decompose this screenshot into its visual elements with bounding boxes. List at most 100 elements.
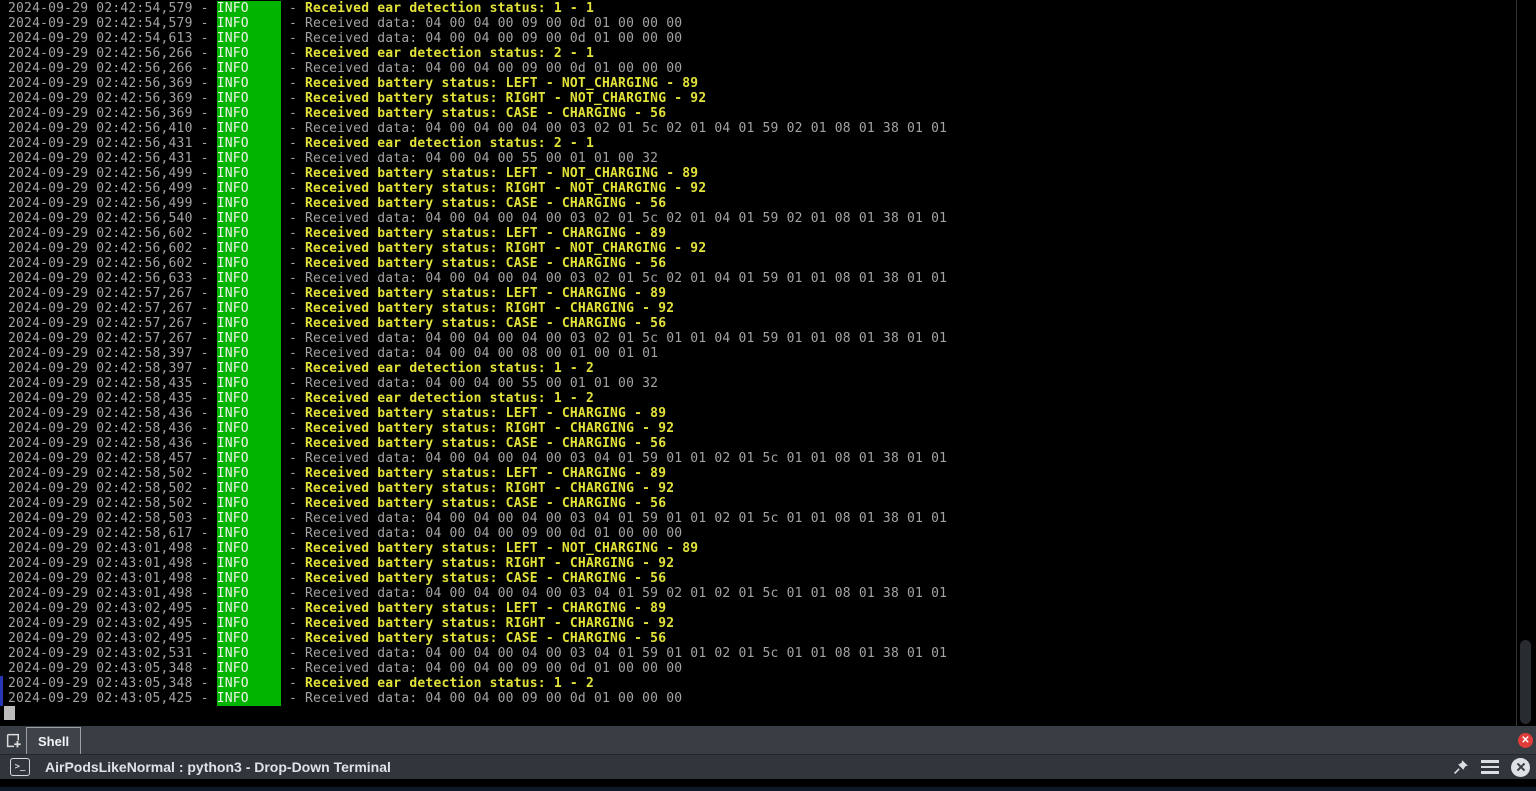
log-line: 2024-09-29 02:42:56,602 - INFO - Receive… bbox=[8, 241, 947, 256]
log-level-badge: INFO bbox=[216, 421, 281, 436]
log-line: 2024-09-29 02:43:02,495 - INFO - Receive… bbox=[8, 601, 947, 616]
log-message: Received ear detection status: 1 - 1 bbox=[305, 1, 594, 16]
log-message: Received battery status: CASE - CHARGING… bbox=[305, 571, 667, 586]
log-level-badge: INFO bbox=[216, 136, 281, 151]
log-level-badge: INFO bbox=[216, 181, 281, 196]
tab-shell[interactable]: Shell bbox=[26, 727, 82, 754]
log-level-badge: INFO bbox=[216, 376, 281, 391]
new-tab-button[interactable] bbox=[0, 726, 26, 754]
log-message: Received battery status: CASE - CHARGING… bbox=[305, 106, 667, 121]
log-timestamp: 2024-09-29 02:43:01,498 - bbox=[8, 556, 217, 571]
log-line: 2024-09-29 02:43:02,495 - INFO - Receive… bbox=[8, 616, 947, 631]
log-timestamp: 2024-09-29 02:43:01,498 - bbox=[8, 571, 217, 586]
log-separator: - bbox=[280, 571, 306, 586]
pin-icon bbox=[1454, 760, 1468, 774]
log-separator: - bbox=[280, 556, 306, 571]
close-icon[interactable] bbox=[1511, 757, 1530, 777]
log-line: 2024-09-29 02:43:02,495 - INFO - Receive… bbox=[8, 631, 947, 646]
log-timestamp: 2024-09-29 02:43:01,498 - bbox=[8, 586, 217, 601]
log-level-badge: INFO bbox=[216, 511, 281, 526]
log-separator: - bbox=[280, 616, 306, 631]
log-level-badge: INFO bbox=[216, 616, 281, 631]
close-tab-icon[interactable]: ✕ bbox=[1518, 733, 1533, 748]
log-timestamp: 2024-09-29 02:42:58,435 - bbox=[8, 376, 217, 391]
log-line: 2024-09-29 02:42:56,369 - INFO - Receive… bbox=[8, 76, 947, 91]
log-separator: - bbox=[280, 631, 306, 646]
log-separator: - bbox=[280, 211, 306, 226]
log-level-badge: INFO bbox=[216, 481, 281, 496]
log-line: 2024-09-29 02:42:58,502 - INFO - Receive… bbox=[8, 466, 947, 481]
log-line: 2024-09-29 02:42:56,369 - INFO - Receive… bbox=[8, 106, 947, 121]
log-message: Received data: 04 00 04 00 04 00 03 04 0… bbox=[305, 646, 948, 661]
log-separator: - bbox=[280, 106, 306, 121]
log-timestamp: 2024-09-29 02:42:58,617 - bbox=[8, 526, 217, 541]
log-line: 2024-09-29 02:42:54,579 - INFO - Receive… bbox=[8, 16, 947, 31]
log-timestamp: 2024-09-29 02:42:58,397 - bbox=[8, 346, 217, 361]
log-separator: - bbox=[280, 646, 306, 661]
terminal-viewport[interactable]: 2024-09-29 02:42:54,579 - INFO - Receive… bbox=[0, 0, 1536, 726]
log-message: Received data: 04 00 04 00 09 00 0d 01 0… bbox=[305, 31, 683, 46]
log-message: Received ear detection status: 1 - 2 bbox=[305, 676, 594, 691]
log-separator: - bbox=[280, 406, 306, 421]
log-message: Received battery status: LEFT - CHARGING… bbox=[305, 226, 667, 241]
log-separator: - bbox=[280, 151, 306, 166]
log-level-badge: INFO bbox=[216, 451, 281, 466]
log-timestamp: 2024-09-29 02:43:02,495 - bbox=[8, 631, 217, 646]
log-level-badge: INFO bbox=[216, 316, 281, 331]
log-level-badge: INFO bbox=[216, 661, 281, 676]
log-line: 2024-09-29 02:42:56,431 - INFO - Receive… bbox=[8, 136, 947, 151]
log-level-badge: INFO bbox=[216, 676, 281, 691]
log-line: 2024-09-29 02:42:54,613 - INFO - Receive… bbox=[8, 31, 947, 46]
log-separator: - bbox=[280, 166, 306, 181]
log-level-badge: INFO bbox=[216, 601, 281, 616]
log-line: 2024-09-29 02:42:56,266 - INFO - Receive… bbox=[8, 46, 947, 61]
log-timestamp: 2024-09-29 02:42:58,436 - bbox=[8, 436, 217, 451]
log-separator: - bbox=[280, 16, 306, 31]
log-separator: - bbox=[280, 601, 306, 616]
log-line: 2024-09-29 02:42:56,602 - INFO - Receive… bbox=[8, 256, 947, 271]
log-line: 2024-09-29 02:42:58,435 - INFO - Receive… bbox=[8, 391, 947, 406]
activity-marker bbox=[0, 676, 3, 706]
log-separator: - bbox=[280, 661, 306, 676]
log-message: Received data: 04 00 04 00 04 00 03 02 0… bbox=[305, 211, 948, 226]
pin-button[interactable] bbox=[1453, 759, 1469, 775]
log-timestamp: 2024-09-29 02:42:57,267 - bbox=[8, 331, 217, 346]
log-separator: - bbox=[280, 121, 306, 136]
log-line: 2024-09-29 02:42:58,397 - INFO - Receive… bbox=[8, 346, 947, 361]
log-level-badge: INFO bbox=[216, 151, 281, 166]
scrollbar-thumb[interactable] bbox=[1520, 640, 1531, 724]
log-timestamp: 2024-09-29 02:42:54,579 - bbox=[8, 16, 217, 31]
log-separator: - bbox=[280, 241, 306, 256]
log-level-badge: INFO bbox=[216, 541, 281, 556]
log-message: Received battery status: RIGHT - CHARGIN… bbox=[305, 301, 675, 316]
log-line: 2024-09-29 02:42:58,502 - INFO - Receive… bbox=[8, 496, 947, 511]
log-message: Received ear detection status: 1 - 2 bbox=[305, 391, 594, 406]
log-line: 2024-09-29 02:42:56,540 - INFO - Receive… bbox=[8, 211, 947, 226]
log-line: 2024-09-29 02:42:58,436 - INFO - Receive… bbox=[8, 436, 947, 451]
log-timestamp: 2024-09-29 02:42:56,602 - bbox=[8, 241, 217, 256]
log-line: 2024-09-29 02:43:05,348 - INFO - Receive… bbox=[8, 661, 947, 676]
log-message: Received data: 04 00 04 00 08 00 01 00 0… bbox=[305, 346, 659, 361]
log-message: Received data: 04 00 04 00 04 00 03 04 0… bbox=[305, 586, 948, 601]
log-line: 2024-09-29 02:42:56,499 - INFO - Receive… bbox=[8, 166, 947, 181]
log-separator: - bbox=[280, 346, 306, 361]
log-separator: - bbox=[280, 1, 306, 16]
log-message: Received battery status: RIGHT - CHARGIN… bbox=[305, 481, 675, 496]
log-timestamp: 2024-09-29 02:42:56,499 - bbox=[8, 166, 217, 181]
log-separator: - bbox=[280, 181, 306, 196]
log-timestamp: 2024-09-29 02:42:56,369 - bbox=[8, 91, 217, 106]
hamburger-menu-icon[interactable] bbox=[1481, 760, 1499, 774]
log-message: Received battery status: CASE - CHARGING… bbox=[305, 436, 667, 451]
log-separator: - bbox=[280, 91, 306, 106]
new-tab-icon bbox=[6, 733, 21, 747]
log-line: 2024-09-29 02:43:01,498 - INFO - Receive… bbox=[8, 556, 947, 571]
log-message: Received battery status: RIGHT - NOT_CHA… bbox=[305, 241, 707, 256]
log-line: 2024-09-29 02:43:01,498 - INFO - Receive… bbox=[8, 541, 947, 556]
log-separator: - bbox=[280, 331, 306, 346]
log-line: 2024-09-29 02:42:56,410 - INFO - Receive… bbox=[8, 121, 947, 136]
log-timestamp: 2024-09-29 02:42:58,436 - bbox=[8, 406, 217, 421]
log-timestamp: 2024-09-29 02:42:56,369 - bbox=[8, 76, 217, 91]
log-level-badge: INFO bbox=[216, 106, 281, 121]
log-separator: - bbox=[280, 316, 306, 331]
log-separator: - bbox=[280, 76, 306, 91]
